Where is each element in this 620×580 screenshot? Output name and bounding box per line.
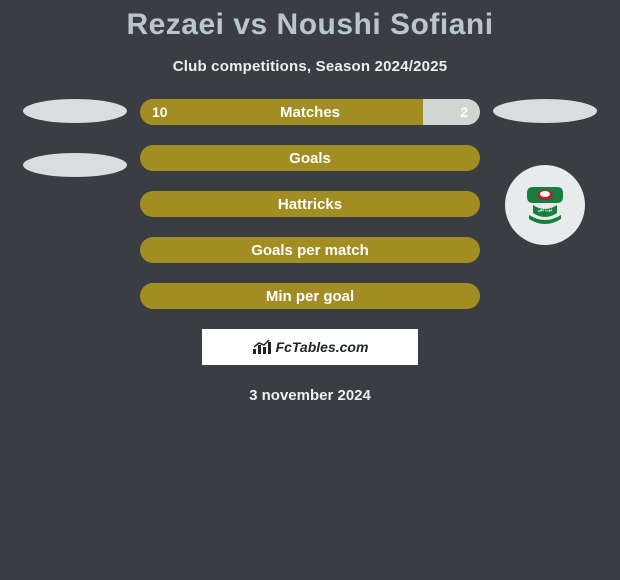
- bar-right-value: 2: [460, 104, 468, 120]
- club-badge: ذوب آهن: [505, 165, 585, 245]
- player-shape: [23, 99, 127, 123]
- comparison-content: 10 Matches 2 Goals Hattricks Goals per m…: [0, 99, 620, 309]
- stat-bar-matches: 10 Matches 2: [140, 99, 480, 125]
- page-title: Rezaei vs Noushi Sofiani: [0, 0, 620, 42]
- bar-label: Min per goal: [266, 288, 354, 305]
- stat-bar-goals-per-match: Goals per match: [140, 237, 480, 263]
- fctables-label: FcTables.com: [276, 339, 369, 355]
- right-player-side: ذوب آهن: [480, 99, 610, 245]
- bar-label: Goals: [289, 150, 331, 167]
- player-shape: [493, 99, 597, 123]
- subtitle: Club competitions, Season 2024/2025: [0, 58, 620, 75]
- left-player-side: [10, 99, 140, 177]
- stat-bars: 10 Matches 2 Goals Hattricks Goals per m…: [140, 99, 480, 309]
- svg-text:ذوب آهن: ذوب آهن: [538, 206, 553, 213]
- bar-label: Matches: [280, 104, 340, 121]
- stat-bar-goals: Goals: [140, 145, 480, 171]
- bar-label: Goals per match: [251, 242, 369, 259]
- bar-label: Hattricks: [278, 196, 342, 213]
- stat-bar-min-per-goal: Min per goal: [140, 283, 480, 309]
- bar-left-value: 10: [152, 104, 168, 120]
- fctables-chart-icon: [252, 339, 272, 355]
- stat-bar-hattricks: Hattricks: [140, 191, 480, 217]
- fctables-watermark: FcTables.com: [202, 329, 418, 365]
- club-logo-icon: ذوب آهن: [519, 179, 571, 231]
- date-label: 3 november 2024: [0, 387, 620, 404]
- player-shape: [23, 153, 127, 177]
- bar-fill-secondary: [423, 99, 480, 125]
